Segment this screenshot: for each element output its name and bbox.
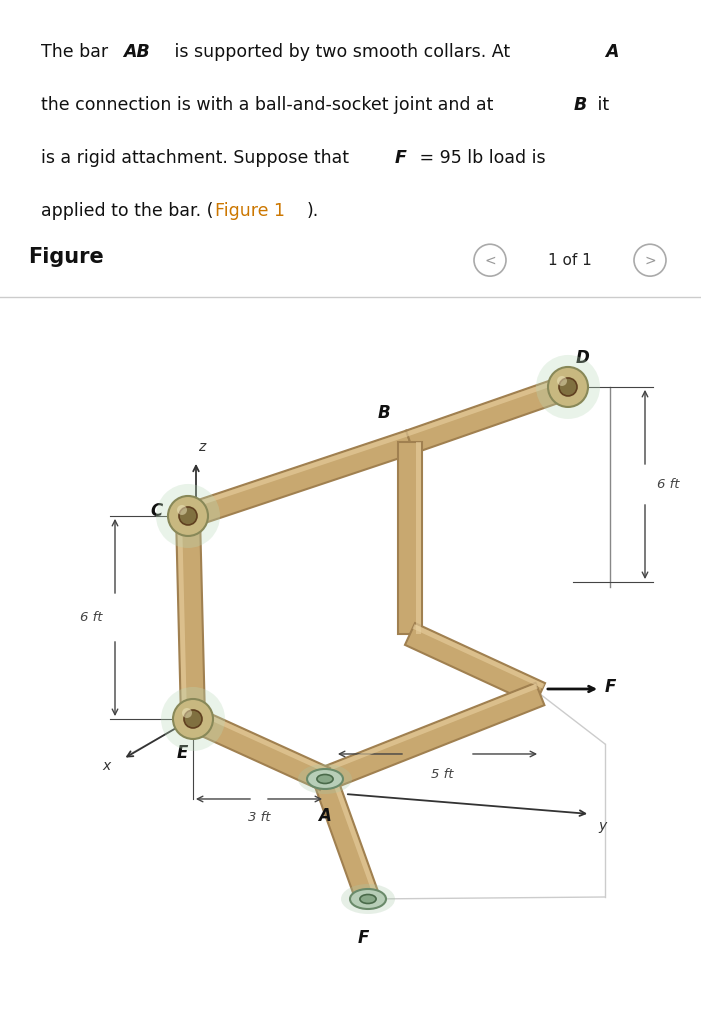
Ellipse shape	[350, 889, 386, 909]
Text: 3 ft: 3 ft	[247, 811, 271, 824]
Ellipse shape	[173, 699, 213, 739]
Text: >: >	[644, 253, 656, 267]
Ellipse shape	[536, 355, 600, 419]
Polygon shape	[407, 377, 566, 436]
Polygon shape	[416, 442, 421, 634]
Text: <: <	[484, 253, 496, 267]
Polygon shape	[177, 516, 187, 719]
Text: is supported by two smooth collars. At: is supported by two smooth collars. At	[170, 43, 516, 61]
Polygon shape	[184, 430, 414, 527]
Text: A: A	[606, 43, 619, 61]
Text: x: x	[103, 759, 111, 773]
Text: F: F	[358, 929, 369, 947]
Polygon shape	[405, 623, 545, 705]
Ellipse shape	[168, 496, 208, 536]
Ellipse shape	[548, 367, 588, 407]
Text: y: y	[598, 819, 606, 833]
Ellipse shape	[177, 505, 187, 515]
Ellipse shape	[559, 378, 577, 396]
Text: The bar: The bar	[41, 43, 114, 61]
Ellipse shape	[161, 687, 225, 751]
Text: ).: ).	[306, 203, 318, 220]
Polygon shape	[314, 775, 379, 903]
Text: = 95 lb load is: = 95 lb load is	[414, 150, 545, 167]
Text: Figure 1: Figure 1	[215, 203, 285, 220]
Text: 6 ft: 6 ft	[81, 611, 103, 624]
Polygon shape	[412, 625, 545, 688]
Ellipse shape	[179, 507, 197, 525]
Text: F: F	[395, 150, 407, 167]
Text: B: B	[377, 403, 390, 422]
Text: B: B	[573, 96, 587, 115]
Text: it: it	[592, 96, 608, 115]
Ellipse shape	[557, 376, 567, 386]
Ellipse shape	[298, 764, 352, 794]
Polygon shape	[406, 376, 572, 454]
Ellipse shape	[341, 884, 395, 914]
Ellipse shape	[182, 708, 192, 718]
Text: is a rigid attachment. Suppose that: is a rigid attachment. Suppose that	[41, 150, 354, 167]
Polygon shape	[331, 775, 378, 897]
Polygon shape	[176, 516, 205, 719]
Polygon shape	[320, 683, 545, 791]
Polygon shape	[184, 432, 408, 510]
Polygon shape	[398, 442, 422, 634]
Text: 5 ft: 5 ft	[431, 768, 454, 781]
Text: AB: AB	[123, 43, 150, 61]
Ellipse shape	[360, 895, 376, 903]
Text: the connection is with a ball-and-socket joint and at: the connection is with a ball-and-socket…	[41, 96, 498, 115]
Text: D: D	[576, 349, 590, 367]
Ellipse shape	[156, 484, 220, 548]
Ellipse shape	[184, 710, 202, 728]
Text: z: z	[198, 440, 205, 454]
Text: applied to the bar. (: applied to the bar. (	[41, 203, 213, 220]
Text: A: A	[318, 807, 332, 825]
Ellipse shape	[307, 769, 343, 788]
Polygon shape	[196, 710, 329, 773]
Ellipse shape	[317, 774, 333, 783]
Text: F: F	[605, 678, 616, 696]
Polygon shape	[188, 708, 330, 790]
Text: C: C	[151, 502, 163, 520]
Polygon shape	[321, 684, 538, 773]
Text: Figure: Figure	[28, 247, 104, 267]
Text: 6 ft: 6 ft	[657, 478, 679, 490]
Text: 1 of 1: 1 of 1	[548, 253, 592, 267]
Text: E: E	[177, 744, 188, 762]
